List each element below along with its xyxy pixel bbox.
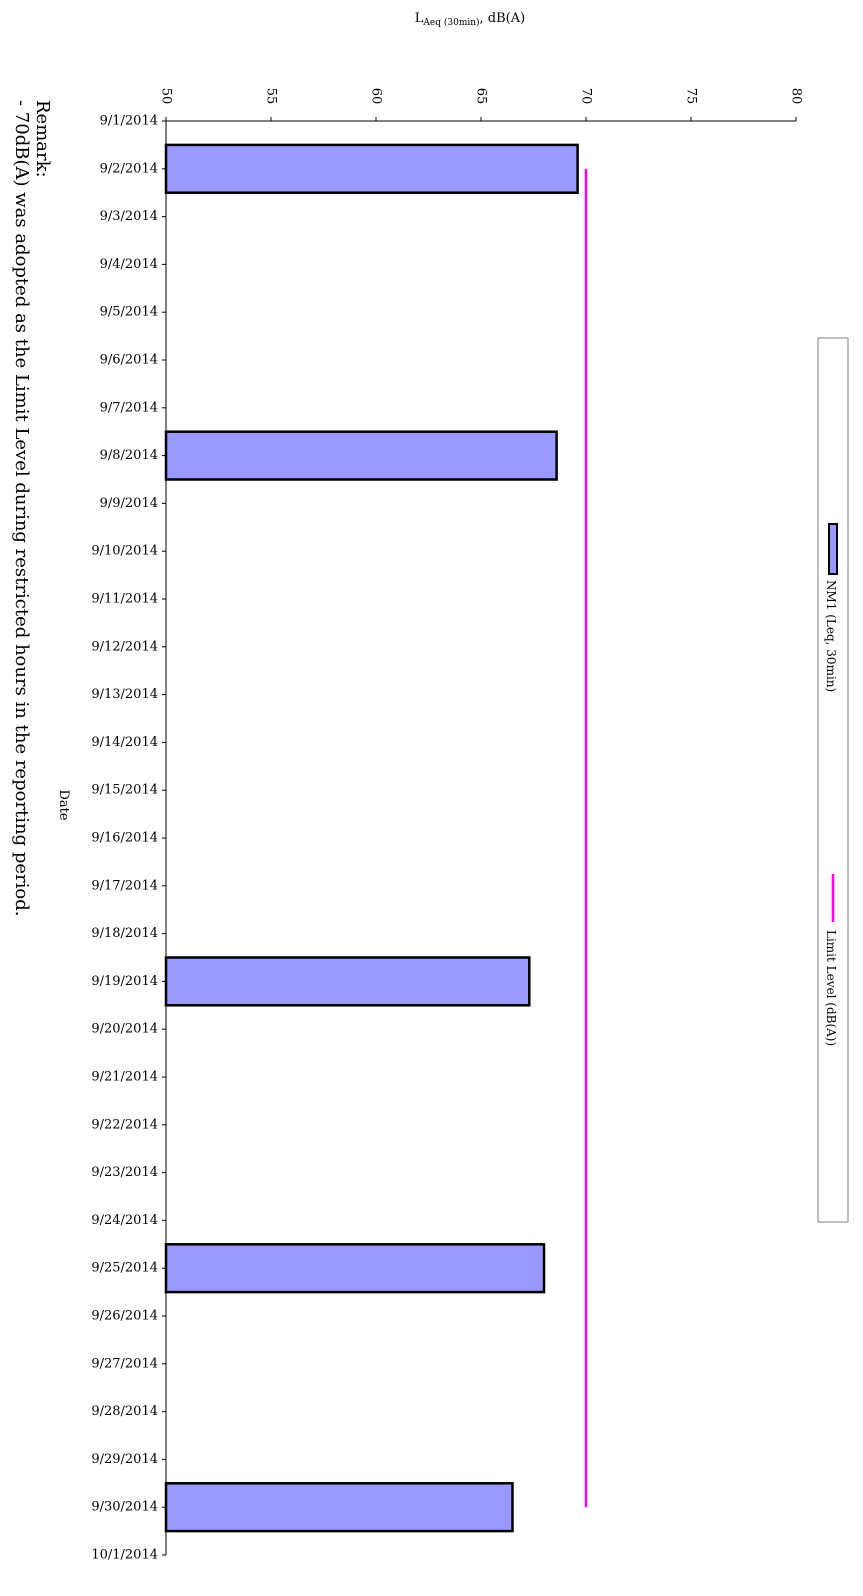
legend-label-nm1: NM1 (Leq, 30min) [824,580,838,692]
category-tick-label: 9/2/2014 [100,161,158,176]
category-tick-label: 9/23/2014 [91,1165,158,1180]
remark-text: - 70dB(A) was adopted as the Limit Level… [11,100,32,917]
bar-nm1 [164,1482,514,1533]
category-tick-label: 9/21/2014 [91,1070,158,1085]
bar-nm1 [164,430,558,481]
category-tick-label: 9/19/2014 [91,974,158,989]
category-tick-label: 9/12/2014 [91,639,158,654]
category-tick-label: 9/7/2014 [100,400,158,415]
category-tick-label: 9/15/2014 [91,783,158,798]
bar-nm1 [164,143,579,194]
category-tick-label: 9/28/2014 [91,1404,158,1419]
remark-heading: Remark: [32,100,53,178]
category-tick-label: 9/26/2014 [91,1309,158,1324]
category-tick-label: 9/25/2014 [91,1261,158,1276]
category-tick-label: 9/8/2014 [100,448,158,463]
category-axis-title: Date [56,789,71,820]
legend-frame [817,337,849,1223]
plot-area: 50 55 60 65 70 75 80 9/1/2014 9/2/2014 9/3/2014 9/… [91,88,803,1563]
category-tick-label: 9/1/2014 [100,114,158,129]
category-tick-label: 9/29/2014 [91,1452,158,1467]
category-tick-label: 9/17/2014 [91,878,158,893]
value-tick-label: 80 [789,88,804,105]
category-tick-label: 9/24/2014 [91,1213,158,1228]
category-tick-label: 9/4/2014 [100,257,158,272]
legend-label-limit: Limit Level (dB(A)) [824,930,838,1046]
category-tick-label: 9/30/2014 [91,1500,158,1515]
value-tick-label: 60 [369,88,384,105]
category-tick-label: 9/10/2014 [91,544,158,559]
legend-bar-swatch [828,523,838,575]
value-tick-label: 65 [474,88,489,105]
category-tick-label: 9/11/2014 [91,592,158,607]
category-tick-label: 9/5/2014 [100,305,158,320]
category-tick-label: 10/1/2014 [91,1548,158,1563]
category-tick-label: 9/14/2014 [91,735,158,750]
category-tick-label: 9/9/2014 [100,496,158,511]
remark: Remark: - 70dB(A) was adopted as the Lim… [11,100,53,917]
category-tick-label: 9/6/2014 [100,353,158,368]
category-tick-label: 9/20/2014 [91,1022,158,1037]
bar-nm1 [164,956,531,1007]
category-tick-label: 9/13/2014 [91,687,158,702]
category-tick-label: 9/27/2014 [91,1356,158,1371]
category-tick-label: 9/22/2014 [91,1117,158,1132]
value-tick-label: 75 [684,88,699,105]
legend: NM1 (Leq, 30min) Limit Level (dB(A)) [817,337,849,1223]
value-tick-label: 55 [264,88,279,105]
category-tick-label: 9/18/2014 [91,926,158,941]
value-tick-label: 70 [579,88,594,105]
value-axis-title: LAeq (30min), dB(A) [415,11,525,28]
value-tick-label: 50 [159,88,174,105]
category-tick-label: 9/16/2014 [91,831,158,846]
bar-nm1 [164,1243,546,1294]
category-tick-label: 9/3/2014 [100,209,158,224]
